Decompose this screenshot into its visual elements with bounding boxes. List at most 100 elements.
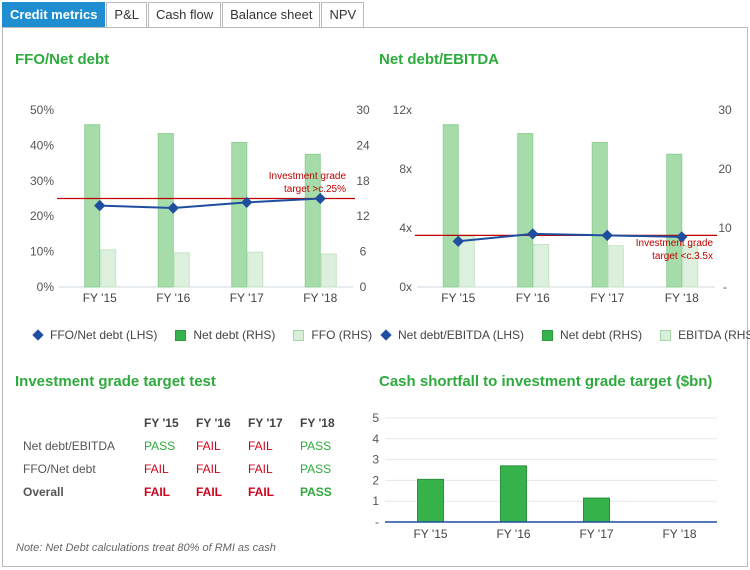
left-axis-tick-label: 8x <box>399 162 412 176</box>
x-axis-tick-label: FY '16 <box>496 527 530 541</box>
legend-square-icon <box>175 329 187 341</box>
result-cell: FAIL <box>144 462 169 476</box>
y-axis-tick-label: 4 <box>372 432 379 446</box>
left-axis-tick-label: 0% <box>37 280 55 294</box>
result-cell: PASS <box>300 485 332 499</box>
y-axis-tick-label: 1 <box>372 494 379 508</box>
chart-title-cash-shortfall: Cash shortfall to investment grade targe… <box>379 373 713 390</box>
row-label: Overall <box>23 485 64 499</box>
table-header-year: FY '15 <box>144 416 179 430</box>
result-cell: FAIL <box>196 462 221 476</box>
right-axis-tick-label: 30 <box>718 103 732 117</box>
footnote: Note: Net Debt calculations treat 80% of… <box>16 542 276 554</box>
tab-bar: Credit metrics P&L Cash flow Balance she… <box>2 2 365 27</box>
tab-credit-metrics[interactable]: Credit metrics <box>2 2 106 27</box>
table-header-year: FY '17 <box>248 416 283 430</box>
x-axis-tick-label: FY '16 <box>516 291 550 305</box>
x-axis-tick-label: FY '15 <box>83 291 117 305</box>
right-axis-tick-label: 10 <box>718 221 732 235</box>
data-point-marker <box>601 229 613 242</box>
secondary-bar <box>247 251 264 288</box>
result-cell: PASS <box>144 439 176 453</box>
x-axis-tick-label: FY '18 <box>665 291 699 305</box>
left-axis-tick-label: 4x <box>399 221 412 235</box>
left-axis-tick-label: 40% <box>30 138 54 152</box>
ffo-chart-legend: FFO/Net debt (LHS) Net debt (RHS) FFO (R… <box>31 328 390 342</box>
legend-label: FFO/Net debt (LHS) <box>50 328 158 342</box>
y-axis-tick-label: 2 <box>372 473 379 487</box>
result-cell: FAIL <box>196 439 221 453</box>
result-cell: FAIL <box>144 485 170 499</box>
right-axis-tick-label: 24 <box>356 138 370 152</box>
result-cell: FAIL <box>248 439 273 453</box>
left-axis-tick-label: 12x <box>393 103 412 117</box>
chart-title-net-debt-ebitda: Net debt/EBITDA <box>379 51 499 68</box>
net-debt-ebitda-chart: 0x 4x 8x 12x - 10 20 30 FY '15 FY '16 FY '17 FY '18… <box>393 103 732 305</box>
right-axis-tick-label: 18 <box>356 174 370 188</box>
y-axis-tick-label: 3 <box>372 453 379 467</box>
target-label: target >c.25% <box>284 184 346 195</box>
table-row: FFO/Net debt FAIL FAIL FAIL PASS <box>23 462 352 485</box>
target-label: target <c.3.5x <box>652 251 713 262</box>
data-point-marker <box>676 231 688 243</box>
target-label: Investment grade <box>636 238 714 249</box>
result-cell: FAIL <box>248 462 273 476</box>
right-axis-tick-label: 12 <box>356 209 370 223</box>
x-axis-tick-label: FY '18 <box>303 291 337 305</box>
ebitda-chart-legend: Net debt/EBITDA (LHS) Net debt (RHS) EBI… <box>379 328 750 342</box>
x-axis-tick-label: FY '17 <box>579 527 613 541</box>
net-debt-bar <box>442 124 459 288</box>
result-cell: FAIL <box>248 485 274 499</box>
secondary-bar <box>533 244 550 288</box>
legend-label: EBITDA (RHS) <box>678 328 750 342</box>
row-label: Net debt/EBITDA <box>23 439 116 453</box>
right-axis-tick-label: - <box>723 280 727 294</box>
table-row: Net debt/EBITDA PASS FAIL FAIL PASS <box>23 439 352 462</box>
left-axis-tick-label: 50% <box>30 103 54 117</box>
ffo-net-debt-chart: 0% 10% 20% 30% 40% 50% 0 6 12 18 24 30 FY '15 FY '16 F… <box>30 103 370 305</box>
data-point-marker <box>527 228 539 240</box>
net-debt-bar <box>666 153 683 288</box>
legend-item-line: FFO/Net debt (LHS) <box>31 328 157 342</box>
result-cell: PASS <box>300 462 332 476</box>
legend-square-icon <box>542 329 554 341</box>
net-debt-bar <box>517 133 534 288</box>
table-row-overall: Overall FAIL FAIL FAIL PASS <box>23 485 352 508</box>
legend-label: Net debt (RHS) <box>560 328 643 342</box>
tab-pl[interactable]: P&L <box>106 2 147 27</box>
table-header-year: FY '18 <box>300 416 335 430</box>
legend-label: Net debt/EBITDA (LHS) <box>398 328 525 342</box>
table-header-year: FY '16 <box>196 416 231 430</box>
x-axis-tick-label: FY '15 <box>441 291 475 305</box>
secondary-bar <box>173 252 190 288</box>
x-axis-tick-label: FY '17 <box>230 291 264 305</box>
secondary-bar <box>682 245 699 288</box>
target-label: Investment grade <box>269 171 347 182</box>
tab-npv[interactable]: NPV <box>321 2 365 27</box>
row-label: FFO/Net debt <box>23 462 96 476</box>
tab-balance-sheet[interactable]: Balance sheet <box>222 2 321 27</box>
legend-item-ffo: FFO (RHS) <box>293 328 372 342</box>
right-axis-tick-label: 6 <box>360 245 367 259</box>
net-debt-bar <box>231 141 248 288</box>
result-cell: PASS <box>300 439 332 453</box>
y-axis-tick-label: 5 <box>372 411 379 425</box>
shortfall-bar <box>500 465 527 523</box>
legend-diamond-icon <box>380 329 392 341</box>
secondary-bar <box>607 245 624 288</box>
legend-square-icon <box>293 329 305 341</box>
legend-label: FFO (RHS) <box>311 328 373 342</box>
left-axis-tick-label: 0x <box>399 280 412 294</box>
table-header-blank <box>23 416 144 439</box>
x-axis-tick-label: FY '18 <box>662 527 696 541</box>
test-title: Investment grade target test <box>15 373 216 390</box>
legend-item-ebitda: EBITDA (RHS) <box>660 328 750 342</box>
net-debt-bar <box>591 141 608 288</box>
tab-cash-flow[interactable]: Cash flow <box>148 2 222 27</box>
legend-item-net-debt: Net debt (RHS) <box>175 328 275 342</box>
right-axis-tick-label: 30 <box>356 103 370 117</box>
result-cell: FAIL <box>196 485 222 499</box>
legend-label: Net debt (RHS) <box>193 328 276 342</box>
right-axis-tick-label: 20 <box>718 162 732 176</box>
table-header-row: FY '15 FY '16 FY '17 FY '18 <box>23 416 352 439</box>
